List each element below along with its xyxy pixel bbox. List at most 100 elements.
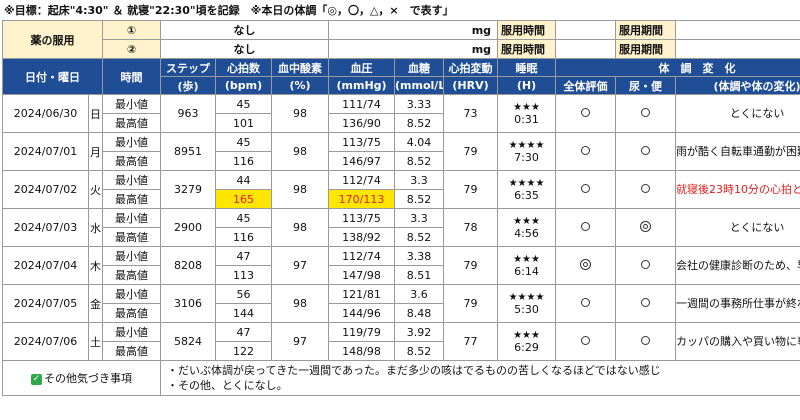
heart-max-cell[interactable]: 116 <box>215 151 272 171</box>
heart-min-cell[interactable]: 44 <box>215 170 272 190</box>
steps-cell[interactable]: 5824 <box>160 322 216 361</box>
sugar-max-cell[interactable]: 8.52 <box>394 341 445 361</box>
medication-period-value[interactable] <box>675 39 800 59</box>
sugar-min-cell[interactable]: 3.92 <box>394 322 445 342</box>
condition-note-cell[interactable]: 雨が酷く自転車通勤が困難であったため、徒歩通勤に変更し歩数が上昇。 <box>675 132 800 171</box>
bp-max-cell[interactable]: 146/97 <box>328 151 396 171</box>
medication-dose-unit[interactable]: mg <box>328 20 499 40</box>
bp-max-cell[interactable]: 136/90 <box>328 113 396 133</box>
medication-dose-unit[interactable]: mg <box>328 39 499 59</box>
sugar-max-cell[interactable]: 8.51 <box>394 265 445 285</box>
urine-stool-cell[interactable] <box>615 322 677 361</box>
bp-max-cell[interactable]: 147/98 <box>328 265 396 285</box>
sleep-cell[interactable]: ★★★ 6:14 <box>497 246 557 285</box>
bp-max-cell[interactable]: 138/92 <box>328 227 396 247</box>
steps-cell[interactable]: 2900 <box>160 208 216 247</box>
condition-note-cell[interactable]: とくにない <box>675 208 800 247</box>
overall-rating-cell[interactable] <box>555 246 617 285</box>
hrv-cell[interactable]: 79 <box>443 284 499 323</box>
sugar-min-cell[interactable]: 3.3 <box>394 170 445 190</box>
condition-note-cell[interactable]: 会社の健康診断のため、早朝に40分散歩とストレッチで1時間ほど体を動かした。 <box>675 246 800 285</box>
overall-rating-cell[interactable] <box>555 284 617 323</box>
urine-stool-cell[interactable] <box>615 132 677 171</box>
sugar-max-cell[interactable]: 8.52 <box>394 113 445 133</box>
spo2-cell[interactable]: 98 <box>270 132 330 171</box>
sugar-min-cell[interactable]: 3.38 <box>394 246 445 266</box>
hrv-cell[interactable]: 77 <box>443 322 499 361</box>
sugar-max-cell[interactable]: 8.48 <box>394 303 445 323</box>
other-notes-text[interactable]: ・だいぶ体調が戻ってきた一週間であった。まだ多少の咳はでるものの苦しくなるほどで… <box>159 360 800 396</box>
condition-note-cell[interactable]: 就寝後23時10分の心拍と血圧上昇が気になる？機器の不具合であればいいのだが・・… <box>675 170 800 209</box>
sleep-cell[interactable]: ★★★★ 7:30 <box>497 132 557 171</box>
heart-min-cell[interactable]: 45 <box>215 132 272 152</box>
overall-rating-cell[interactable] <box>555 208 617 247</box>
sugar-min-cell[interactable]: 3.3 <box>394 208 445 228</box>
heart-min-cell[interactable]: 47 <box>215 322 272 342</box>
spo2-cell[interactable]: 98 <box>270 284 330 323</box>
heart-max-cell[interactable]: 122 <box>215 341 272 361</box>
sleep-cell[interactable]: ★★★ 6:29 <box>497 322 557 361</box>
heart-min-cell[interactable]: 56 <box>215 284 272 304</box>
overall-rating-cell[interactable] <box>555 94 617 133</box>
sugar-min-cell[interactable]: 3.33 <box>394 94 445 114</box>
bp-min-cell[interactable]: 121/81 <box>328 284 396 304</box>
bp-min-cell[interactable]: 113/75 <box>328 208 396 228</box>
urine-stool-cell[interactable] <box>615 170 677 209</box>
bp-min-cell[interactable]: 119/79 <box>328 322 396 342</box>
heart-max-cell[interactable]: 165 <box>215 189 272 209</box>
overall-rating-cell[interactable] <box>555 170 617 209</box>
hrv-cell[interactable]: 79 <box>443 246 499 285</box>
heart-min-cell[interactable]: 47 <box>215 246 272 266</box>
sleep-cell[interactable]: ★★★ 0:31 <box>497 94 557 133</box>
bp-min-cell[interactable]: 112/74 <box>328 170 396 190</box>
sleep-cell[interactable]: ★★★★ 5:30 <box>497 284 557 323</box>
sugar-min-cell[interactable]: 3.6 <box>394 284 445 304</box>
spo2-cell[interactable]: 98 <box>270 208 330 247</box>
medication-time-value[interactable] <box>555 20 617 40</box>
spo2-cell[interactable]: 98 <box>270 94 330 133</box>
hrv-cell[interactable]: 73 <box>443 94 499 133</box>
heart-max-cell[interactable]: 101 <box>215 113 272 133</box>
steps-cell[interactable]: 8208 <box>160 246 216 285</box>
heart-max-cell[interactable]: 144 <box>215 303 272 323</box>
heart-min-cell[interactable]: 45 <box>215 208 272 228</box>
overall-rating-cell[interactable] <box>555 132 617 171</box>
bp-min-cell[interactable]: 112/74 <box>328 246 396 266</box>
medication-name[interactable]: なし <box>159 39 330 59</box>
steps-cell[interactable]: 3279 <box>160 170 216 209</box>
bp-max-cell[interactable]: 148/98 <box>328 341 396 361</box>
bp-max-cell[interactable]: 144/96 <box>328 303 396 323</box>
sugar-max-cell[interactable]: 8.52 <box>394 189 445 209</box>
spo2-cell[interactable]: 97 <box>270 322 330 361</box>
heart-min-cell[interactable]: 45 <box>215 94 272 114</box>
bp-min-cell[interactable]: 111/74 <box>328 94 396 114</box>
condition-note-cell[interactable]: とくにない <box>675 94 800 133</box>
medication-time-value[interactable] <box>555 39 617 59</box>
urine-stool-cell[interactable] <box>615 246 677 285</box>
heart-max-cell[interactable]: 116 <box>215 227 272 247</box>
condition-note-cell[interactable]: 一週間の事務所仕事が終わり疲れ切った週末。 <box>675 284 800 323</box>
sleep-cell[interactable]: ★★★ 4:56 <box>497 208 557 247</box>
urine-stool-cell[interactable] <box>615 94 677 133</box>
steps-cell[interactable]: 8951 <box>160 132 216 171</box>
condition-note-cell[interactable]: カッパの購入や買い物に専念。久しぶりに「つけ麺」を食べて贅沢気分。 <box>675 322 800 361</box>
medication-name[interactable]: なし <box>159 20 330 40</box>
urine-stool-cell[interactable] <box>615 284 677 323</box>
hrv-cell[interactable]: 79 <box>443 132 499 171</box>
bp-min-cell[interactable]: 113/75 <box>328 132 396 152</box>
bp-max-cell[interactable]: 170/113 <box>328 189 396 209</box>
spo2-cell[interactable]: 97 <box>270 246 330 285</box>
overall-rating-cell[interactable] <box>555 322 617 361</box>
sugar-min-cell[interactable]: 4.04 <box>394 132 445 152</box>
urine-stool-cell[interactable] <box>615 208 677 247</box>
sugar-max-cell[interactable]: 8.52 <box>394 227 445 247</box>
steps-cell[interactable]: 963 <box>160 94 216 133</box>
steps-cell[interactable]: 3106 <box>160 284 216 323</box>
hrv-cell[interactable]: 78 <box>443 208 499 247</box>
spo2-cell[interactable]: 98 <box>270 170 330 209</box>
hrv-cell[interactable]: 79 <box>443 170 499 209</box>
medication-period-value[interactable] <box>675 20 800 40</box>
sugar-max-cell[interactable]: 8.52 <box>394 151 445 171</box>
sleep-cell[interactable]: ★★★★ 6:35 <box>497 170 557 209</box>
heart-max-cell[interactable]: 113 <box>215 265 272 285</box>
